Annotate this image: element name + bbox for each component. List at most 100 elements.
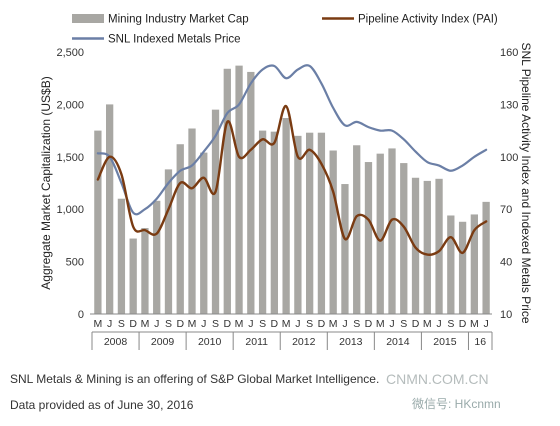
x-tick-label: D [412,318,420,330]
year-label: 2008 [104,336,128,348]
y-right-tick-label: 10 [500,309,512,321]
x-tick-label: D [223,318,231,330]
x-tick-label: D [318,318,326,330]
bar [247,71,255,314]
x-tick-label: D [129,318,137,330]
bar [223,68,231,314]
x-tick-label: M [423,318,432,330]
y-right-tick-label: 160 [500,47,518,59]
bar [117,198,126,314]
y-axis-left-title: Aggregate Market Capitalization (US$B) [39,76,53,289]
x-tick-label: S [165,318,172,330]
x-tick-label: J [483,318,488,330]
x-tick-label: M [235,318,244,330]
footnote-source: SNL Metals & Mining is an offering of S&… [10,372,380,386]
line-series [96,64,488,256]
y-left-tick-label: 2,500 [56,47,84,59]
legend-swatch-market-cap [72,14,104,23]
bar [376,153,384,314]
bar [435,178,443,314]
x-tick-label: M [470,318,479,330]
x-tick-label: S [118,318,125,330]
x-tick-label: M [376,318,385,330]
x-tick-label: M [141,318,150,330]
year-row: 2008 2009 2010 2011 2012 2013 2014 2015 16 [91,331,493,350]
x-tick-label: M [329,318,338,330]
bar-series [94,65,490,315]
bar [106,104,114,315]
year-label: 16 [474,336,486,348]
x-tick-label: M [94,318,103,330]
x-tick-label: D [176,318,184,330]
x-tick-label: J [107,318,112,330]
footnote-date: Data provided as of June 30, 2016 [10,398,194,412]
bar [447,215,455,314]
year-label: 2012 [292,336,316,348]
bar [282,118,290,314]
x-tick-label: S [306,318,313,330]
y-axis-right-title: SNL Pipeline Activity Index and Indexed … [519,42,533,323]
x-tick-label: S [400,318,407,330]
bar [211,109,220,314]
x-tick-label: S [447,318,454,330]
x-tick-label: M [282,318,291,330]
bar [129,238,137,314]
year-label: 2011 [245,336,268,348]
year-label: 2015 [433,336,457,348]
bar [400,163,408,314]
y-right-tick-label: 40 [500,257,512,269]
x-tick-label: J [295,318,300,330]
bar [176,144,184,314]
x-tick-label: J [248,318,253,330]
x-tick-label: J [389,318,394,330]
bar [153,200,161,314]
y-right-tick-label: 130 [500,99,518,111]
bar [294,135,302,314]
bar [470,214,478,314]
legend: Mining Industry Market Cap Pipeline Acti… [72,14,498,46]
bar [329,150,337,314]
x-tick-label: S [212,318,219,330]
x-tick-label: J [201,318,206,330]
bar [258,130,267,314]
bar [482,201,490,314]
bar [353,145,361,314]
y-axis-right: 10 40 70 100 130 160 [500,47,518,321]
x-tick-label: M [188,318,197,330]
y-left-tick-label: 2,000 [56,99,84,111]
y-right-tick-label: 100 [500,152,518,164]
bar [306,132,314,314]
bar [317,132,326,314]
x-tick-label: S [259,318,266,330]
y-left-tick-label: 0 [78,309,84,321]
bar [423,180,431,314]
year-label: 2009 [151,336,175,348]
metals-price-line [96,64,488,216]
x-tick-label: S [353,318,360,330]
year-label: 2014 [386,336,410,348]
bar [364,162,373,314]
y-left-tick-label: 500 [66,257,84,269]
bar [458,221,467,314]
pai-line [96,104,488,256]
bar [200,152,208,314]
bar [270,131,278,314]
bar [141,228,149,314]
bar [235,65,243,315]
bar [388,148,396,314]
x-tick-label: J [154,318,159,330]
legend-label-metals: SNL Indexed Metals Price [108,34,241,46]
x-tick-label: J [342,318,347,330]
x-tick-label: D [365,318,373,330]
bar [188,128,196,314]
watermark-wechat: 微信号: HKcnmn [412,397,501,411]
y-right-tick-label: 70 [500,204,512,216]
year-label: 2010 [198,336,222,348]
watermark-site: CNMN.COM.CN [386,371,489,387]
legend-label-market-cap: Mining Industry Market Cap [108,14,249,26]
legend-label-pai: Pipeline Activity Index (PAI) [358,14,498,26]
x-tick-label: D [271,318,279,330]
